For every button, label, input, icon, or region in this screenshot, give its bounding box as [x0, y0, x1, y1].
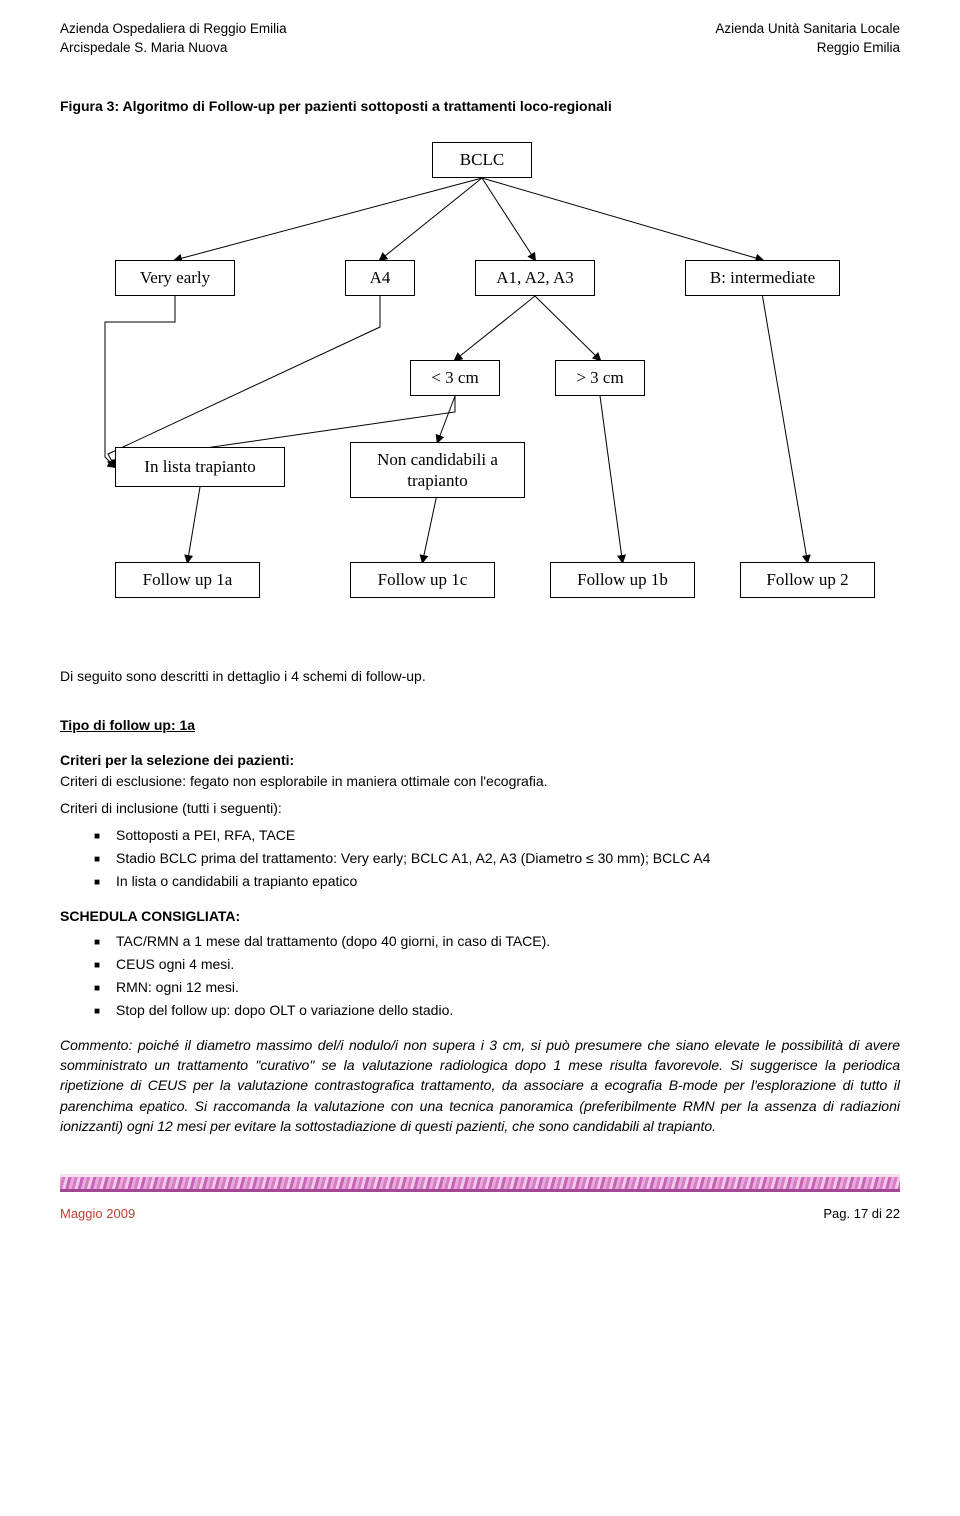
exclusion-criteria: Criteri di esclusione: fegato non esplor… — [60, 771, 900, 792]
section-title: Tipo di follow up: 1a — [60, 715, 900, 736]
flow-node-lt3: < 3 cm — [410, 360, 500, 396]
list-item: RMN: ogni 12 mesi. — [94, 977, 900, 998]
flowchart: BCLC Very early A4 A1, A2, A3 B: intermediat… — [60, 142, 900, 642]
commento: Commento: poiché il diametro massimo del… — [60, 1035, 900, 1136]
page-header: Azienda Ospedaliera di Reggio Emilia Arc… — [60, 20, 900, 58]
header-right: Azienda Unità Sanitaria Locale Reggio Em… — [715, 20, 900, 58]
intro-text: Di seguito sono descritti in dettaglio i… — [60, 666, 900, 687]
page-footer: Maggio 2009 Pag. 17 di 22 — [60, 1206, 900, 1221]
flow-node-f1c: Follow up 1c — [350, 562, 495, 598]
list-item: In lista o candidabili a trapianto epati… — [94, 871, 900, 892]
footer-page: Pag. 17 di 22 — [823, 1206, 900, 1221]
schedula-list: TAC/RMN a 1 mese dal trattamento (dopo 4… — [60, 931, 900, 1021]
list-item: Stop del follow up: dopo OLT o variazion… — [94, 1000, 900, 1021]
flow-node-very_early: Very early — [115, 260, 235, 296]
flow-node-in_lista: In lista trapianto — [115, 447, 285, 487]
footer-date: Maggio 2009 — [60, 1206, 135, 1221]
flow-node-gt3: > 3 cm — [555, 360, 645, 396]
header-left: Azienda Ospedaliera di Reggio Emilia Arc… — [60, 20, 287, 58]
flow-node-f2: Follow up 2 — [740, 562, 875, 598]
flow-node-f1a: Follow up 1a — [115, 562, 260, 598]
criteria-heading: Criteri per la selezione dei pazienti: — [60, 750, 900, 771]
list-item: Sottoposti a PEI, RFA, TACE — [94, 825, 900, 846]
list-item: Stadio BCLC prima del trattamento: Very … — [94, 848, 900, 869]
flow-node-bclc: BCLC — [432, 142, 532, 178]
inclusion-list: Sottoposti a PEI, RFA, TACEStadio BCLC p… — [60, 825, 900, 892]
flow-node-a4: A4 — [345, 260, 415, 296]
list-item: CEUS ogni 4 mesi. — [94, 954, 900, 975]
flow-node-a123: A1, A2, A3 — [475, 260, 595, 296]
schedula-heading: SCHEDULA CONSIGLIATA: — [60, 906, 900, 927]
flow-node-b_int: B: intermediate — [685, 260, 840, 296]
footer-divider — [60, 1174, 900, 1192]
figure-title: Figura 3: Algoritmo di Follow-up per paz… — [60, 98, 900, 114]
flow-node-f1b: Follow up 1b — [550, 562, 695, 598]
list-item: TAC/RMN a 1 mese dal trattamento (dopo 4… — [94, 931, 900, 952]
flow-node-non_cand: Non candidabili atrapianto — [350, 442, 525, 499]
inclusion-intro: Criteri di inclusione (tutti i seguenti)… — [60, 798, 900, 819]
